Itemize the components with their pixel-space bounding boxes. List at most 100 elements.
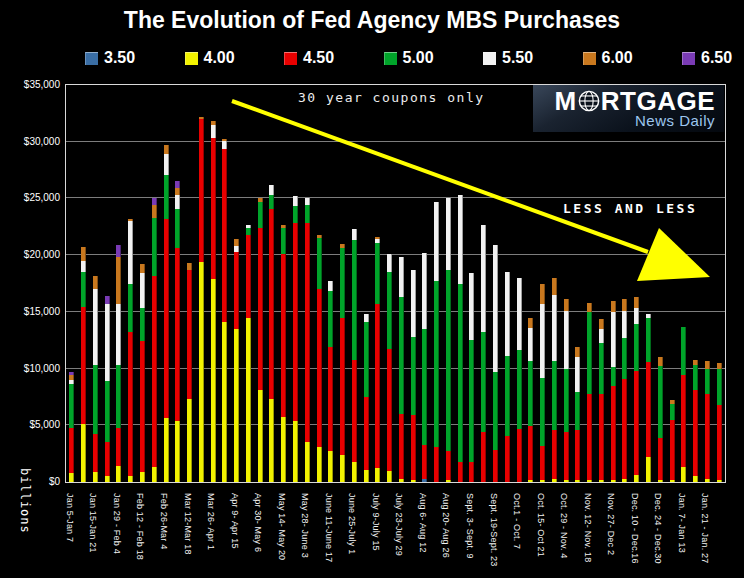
bar-segment-6.00 [622,299,627,310]
bar-segment-4.00 [446,480,451,482]
stacked-bar [222,139,227,482]
bar-segment-4.50 [199,119,204,262]
legend-label: 6.50 [701,49,732,67]
bar-segment-5.00 [128,284,133,333]
bar-segment-4.00 [140,472,145,482]
bar-segment-5.50 [81,261,86,272]
y-tick-label: $10,000 [2,363,60,374]
bar-segment-4.50 [340,318,345,455]
bar-segment-4.50 [658,438,663,480]
bar-segment-3.50 [422,479,427,482]
y-tick-label: $35,000 [2,79,60,90]
bar-segment-4.00 [681,467,686,482]
bar-segment-4.00 [693,476,698,482]
bar-segment-6.00 [93,276,98,290]
stacked-bar [246,225,251,482]
bar-segment-4.50 [446,451,451,479]
bar-segment-4.50 [611,386,616,480]
logo-wordmark: M RTGAGE [555,89,715,113]
stacked-bar [693,360,698,482]
bar-segment-4.50 [352,360,357,462]
y-axis-title: billions [18,468,32,534]
legend-item-3.50: 3.50 [85,49,135,67]
legend-label: 5.00 [403,49,434,67]
bar-segment-5.50 [140,273,145,308]
bar-segment-5.00 [317,238,322,289]
bar-segment-4.50 [552,430,557,479]
bar-segment-4.50 [328,347,333,451]
bar-segment-4.50 [105,442,110,476]
bar-segment-4.50 [458,462,463,482]
bar-segment-4.50 [246,235,251,318]
stacked-bar [175,181,180,482]
legend-swatch [185,52,198,65]
legend-swatch [384,52,397,65]
bar-segment-4.50 [128,332,133,476]
bar-segment-4.50 [69,428,74,473]
bar-segment-4.00 [246,318,251,482]
bar-segment-5.00 [246,228,251,235]
stacked-bar [128,219,133,482]
stacked-bar [517,278,522,482]
stacked-bar [528,318,533,482]
bar-segment-5.00 [517,350,522,428]
bar-segment-5.00 [658,366,663,437]
legend-label: 3.50 [104,49,135,67]
gridline [66,141,725,142]
stacked-bar [328,281,333,482]
bar-segment-4.50 [434,447,439,482]
stacked-bar [540,284,545,482]
bar-segment-4.00 [340,455,345,482]
bar-segment-5.00 [105,381,110,442]
bar-segment-6.00 [140,264,145,273]
bar-segment-4.00 [387,471,392,482]
bar-segment-5.50 [634,308,639,324]
bar-segment-5.00 [717,369,722,405]
bar-segment-4.50 [175,248,180,420]
stacked-bar [116,245,121,482]
bar-segment-4.50 [305,223,310,442]
bar-segment-4.00 [93,472,98,482]
bar-segment-4.00 [352,462,357,482]
stacked-bar [187,263,192,482]
logo-subtitle: News Daily [635,113,715,128]
bar-segment-5.50 [399,257,404,297]
bar-segment-6.00 [705,361,710,369]
bar-segment-4.00 [258,390,263,482]
stacked-bar [658,357,663,482]
plot-area [65,84,726,483]
bar-segment-5.00 [646,318,651,362]
bar-segment-4.50 [575,430,580,480]
bar-segment-6.00 [587,303,592,312]
bar-segment-5.50 [116,304,121,365]
bar-segment-6.00 [187,263,192,270]
bar-segment-6.50 [175,181,180,188]
bar-segment-4.00 [152,467,157,482]
bar-segment-4.00 [199,262,204,482]
stacked-bar [646,314,651,482]
bar-segment-4.50 [164,219,169,419]
bar-segment-4.00 [634,475,639,482]
bar-segment-4.00 [658,480,663,482]
bar-segment-4.00 [670,480,675,482]
stacked-bar [317,235,322,482]
stacked-bar [458,195,463,482]
bar-segment-4.50 [187,270,192,399]
bar-segment-5.50 [517,278,522,351]
legend: 3.504.004.505.005.506.006.50 [85,49,710,67]
stacked-bar [293,196,298,482]
bar-segment-4.00 [411,480,416,482]
bar-segment-5.00 [81,272,86,307]
bar-segment-4.00 [305,442,310,482]
bar-segment-5.00 [670,404,675,420]
bar-segment-4.50 [211,138,216,279]
stacked-bar [269,185,274,482]
coupons-note: 30 year coupons only [298,90,485,105]
bar-segment-4.00 [128,476,133,482]
bar-segment-4.50 [387,349,392,470]
bar-segment-5.50 [434,202,439,281]
bar-segment-5.00 [564,369,569,433]
stacked-bar [199,117,204,482]
bar-segment-5.00 [493,372,498,450]
bar-segment-4.00 [116,466,121,482]
